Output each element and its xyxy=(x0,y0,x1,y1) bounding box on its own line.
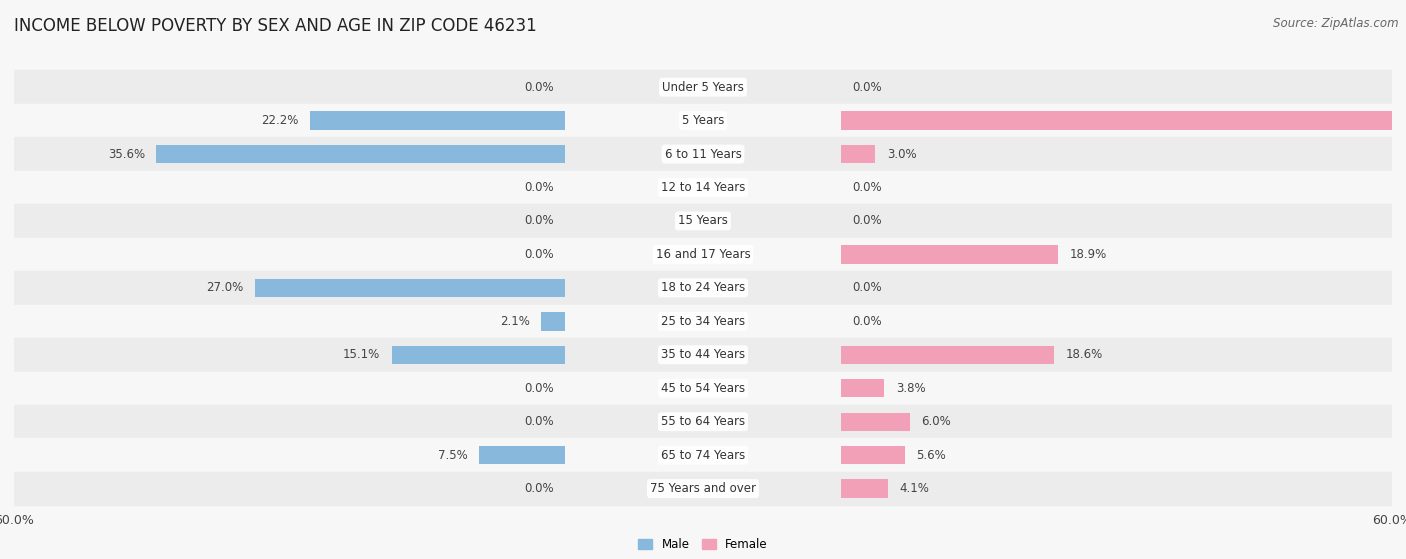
Text: 0.0%: 0.0% xyxy=(852,281,882,295)
Bar xyxy=(479,446,565,465)
Text: 27.0%: 27.0% xyxy=(207,281,243,295)
Text: 0.0%: 0.0% xyxy=(852,80,882,94)
Bar xyxy=(841,111,1406,130)
Text: 5 Years: 5 Years xyxy=(682,114,724,127)
Text: 0.0%: 0.0% xyxy=(524,181,554,194)
Text: 4.1%: 4.1% xyxy=(900,482,929,495)
Bar xyxy=(841,413,910,431)
Text: 0.0%: 0.0% xyxy=(524,415,554,428)
Bar xyxy=(841,379,884,397)
Bar xyxy=(14,238,1392,271)
Text: 3.0%: 3.0% xyxy=(887,148,917,160)
Text: 65 to 74 Years: 65 to 74 Years xyxy=(661,449,745,462)
Text: 16 and 17 Years: 16 and 17 Years xyxy=(655,248,751,261)
Bar xyxy=(541,312,565,330)
Bar xyxy=(841,480,887,498)
Text: 18 to 24 Years: 18 to 24 Years xyxy=(661,281,745,295)
Text: 18.6%: 18.6% xyxy=(1066,348,1104,361)
Legend: Male, Female: Male, Female xyxy=(634,533,772,556)
Text: Under 5 Years: Under 5 Years xyxy=(662,80,744,94)
Bar xyxy=(14,405,1392,438)
Bar xyxy=(841,245,1057,264)
Bar xyxy=(14,438,1392,472)
Bar xyxy=(14,171,1392,204)
Bar xyxy=(14,338,1392,372)
Text: 22.2%: 22.2% xyxy=(262,114,299,127)
Bar xyxy=(14,70,1392,104)
Text: 55 to 64 Years: 55 to 64 Years xyxy=(661,415,745,428)
Text: 45 to 54 Years: 45 to 54 Years xyxy=(661,382,745,395)
Bar xyxy=(311,111,565,130)
Text: 0.0%: 0.0% xyxy=(524,80,554,94)
Bar xyxy=(392,345,565,364)
Bar xyxy=(156,145,565,163)
Bar xyxy=(14,372,1392,405)
Text: 0.0%: 0.0% xyxy=(524,248,554,261)
Text: 75 Years and over: 75 Years and over xyxy=(650,482,756,495)
Bar xyxy=(841,345,1054,364)
Text: 0.0%: 0.0% xyxy=(852,181,882,194)
Bar xyxy=(14,271,1392,305)
Text: 12 to 14 Years: 12 to 14 Years xyxy=(661,181,745,194)
Bar xyxy=(841,145,875,163)
Text: 5.6%: 5.6% xyxy=(917,449,946,462)
Text: 18.9%: 18.9% xyxy=(1070,248,1107,261)
Text: INCOME BELOW POVERTY BY SEX AND AGE IN ZIP CODE 46231: INCOME BELOW POVERTY BY SEX AND AGE IN Z… xyxy=(14,17,537,35)
Bar xyxy=(14,472,1392,505)
Text: 15 Years: 15 Years xyxy=(678,215,728,228)
Text: 0.0%: 0.0% xyxy=(852,215,882,228)
Text: 0.0%: 0.0% xyxy=(524,382,554,395)
Text: 0.0%: 0.0% xyxy=(524,215,554,228)
Bar xyxy=(14,204,1392,238)
Text: Source: ZipAtlas.com: Source: ZipAtlas.com xyxy=(1274,17,1399,30)
Text: 35.6%: 35.6% xyxy=(108,148,145,160)
Text: 15.1%: 15.1% xyxy=(343,348,381,361)
Text: 3.8%: 3.8% xyxy=(896,382,925,395)
Bar xyxy=(256,279,565,297)
Text: 35 to 44 Years: 35 to 44 Years xyxy=(661,348,745,361)
Bar xyxy=(841,446,905,465)
Text: 2.1%: 2.1% xyxy=(499,315,530,328)
Bar xyxy=(14,138,1392,171)
Text: 0.0%: 0.0% xyxy=(524,482,554,495)
Text: 7.5%: 7.5% xyxy=(437,449,468,462)
Bar xyxy=(14,305,1392,338)
Text: 6 to 11 Years: 6 to 11 Years xyxy=(665,148,741,160)
Text: 25 to 34 Years: 25 to 34 Years xyxy=(661,315,745,328)
Text: 0.0%: 0.0% xyxy=(852,315,882,328)
Bar xyxy=(14,104,1392,138)
Text: 6.0%: 6.0% xyxy=(921,415,950,428)
